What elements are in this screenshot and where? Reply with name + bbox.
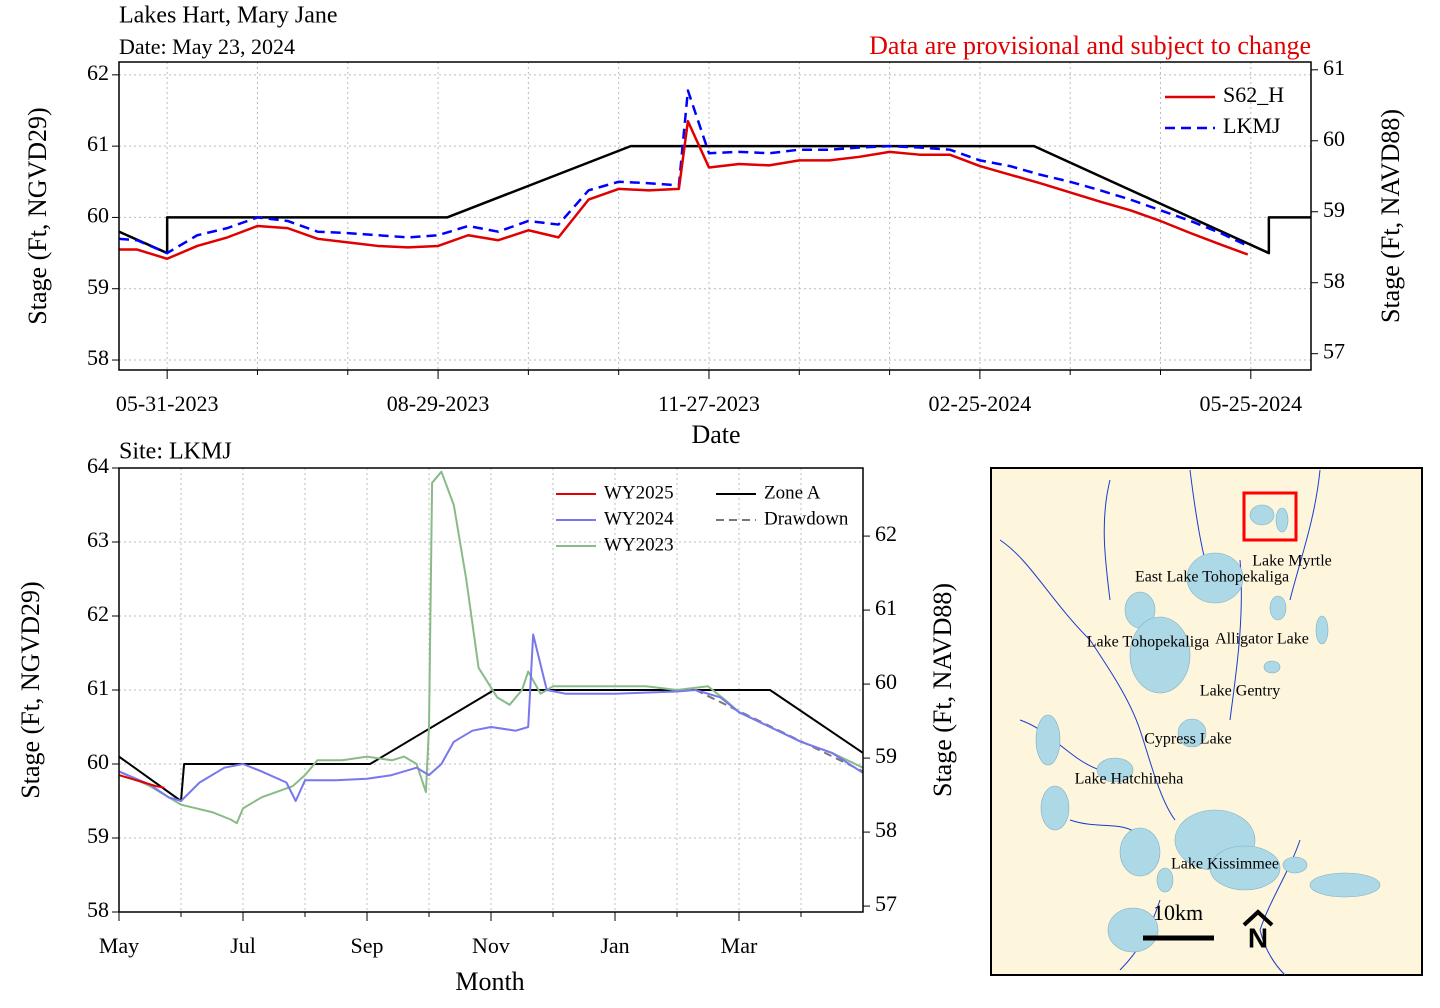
chart: 58 59 60 61 62 63 64 57 58 59 60 61 62 May Jul Sep Nov Ja… bbox=[16, 439, 957, 996]
legend-label: WY2024 bbox=[604, 508, 674, 529]
ylabel-text: Stage (Ft, NGVD29) bbox=[23, 107, 52, 324]
y2-tick-label: 61 bbox=[875, 595, 897, 620]
scale-label: 10km bbox=[1153, 900, 1203, 925]
y-tick-label: 60 bbox=[87, 202, 109, 227]
y-tick-label: 62 bbox=[87, 60, 109, 85]
north-arrow bbox=[1242, 909, 1274, 927]
legend-label: Zone A bbox=[764, 482, 821, 503]
y2label-text: Stage (Ft, NAVD88) bbox=[928, 583, 957, 797]
series-group bbox=[119, 470, 863, 825]
x-tick-label: Mar bbox=[721, 933, 758, 958]
y2-tick-label: 57 bbox=[875, 891, 897, 916]
lake bbox=[1096, 757, 1134, 783]
legend-label: WY2025 bbox=[604, 482, 674, 503]
x-tick-label: May bbox=[99, 933, 139, 958]
series-line bbox=[119, 119, 1249, 261]
annotation-text: Data are provisional and subject to chan… bbox=[869, 31, 1311, 60]
lake bbox=[1309, 872, 1381, 898]
y2-tick-label: 62 bbox=[875, 521, 897, 546]
map: Lake Myrtle East Lake Tohopekaliga Allig… bbox=[990, 467, 1423, 976]
lake bbox=[1209, 845, 1281, 891]
y2-tick-label: 61 bbox=[1323, 55, 1345, 80]
lake bbox=[1249, 504, 1275, 526]
map-label: Lake Hatchineha bbox=[1075, 771, 1184, 788]
y-tick-label: 61 bbox=[87, 131, 109, 156]
chart: 58 59 60 61 62 57 58 59 60 61 05-31-2023 08-29-2023… bbox=[23, 3, 1405, 449]
y-tick-label: 62 bbox=[87, 601, 109, 626]
y-tick-label: 64 bbox=[87, 453, 109, 478]
lakes bbox=[1035, 504, 1381, 953]
x-tick-label: Sep bbox=[351, 933, 384, 958]
y2-tick-label: 59 bbox=[1323, 197, 1345, 222]
north-label: N bbox=[1248, 922, 1268, 953]
y2-tick-label: 58 bbox=[1323, 268, 1345, 293]
y2-tick-label: 57 bbox=[1323, 339, 1345, 364]
y-tick-label: 63 bbox=[87, 527, 109, 552]
series-line bbox=[119, 144, 1311, 255]
lake bbox=[1177, 718, 1207, 748]
map-label: Lake Gentry bbox=[1200, 683, 1280, 700]
y2-tick-label: 60 bbox=[1323, 126, 1345, 151]
legend-label: LKMJ bbox=[1223, 113, 1281, 138]
plot-frame bbox=[118, 467, 864, 913]
series-line bbox=[119, 633, 863, 802]
y2-tick-label: 59 bbox=[875, 743, 897, 768]
legend-label: WY2023 bbox=[604, 534, 674, 555]
series-line bbox=[119, 774, 165, 789]
x-tick-label: 02-25-2024 bbox=[929, 391, 1032, 416]
lake bbox=[1186, 552, 1244, 604]
lake bbox=[1119, 827, 1161, 877]
legend-label: S62_H bbox=[1223, 82, 1284, 107]
lake bbox=[1156, 867, 1174, 893]
x-tick-label: Nov bbox=[472, 933, 510, 958]
map-label: Lake Myrtle bbox=[1252, 553, 1332, 570]
lake bbox=[1275, 507, 1289, 533]
highlight-box bbox=[1242, 491, 1298, 542]
lake bbox=[1263, 660, 1281, 674]
y2-tick-label: 58 bbox=[875, 817, 897, 842]
lake bbox=[1315, 615, 1329, 645]
title-text: Lakes Hart, Mary Jane bbox=[119, 3, 338, 29]
ylabel-text: Stage (Ft, NGVD29) bbox=[16, 581, 45, 798]
y-tick-label: 58 bbox=[87, 897, 109, 922]
map-label: Lake Tohopekaliga bbox=[1087, 634, 1210, 651]
y-tick-label: 61 bbox=[87, 675, 109, 700]
lake bbox=[1269, 595, 1287, 621]
river bbox=[999, 539, 1176, 821]
subtitle-text: Date: May 23, 2024 bbox=[119, 34, 295, 59]
y-tick-label: 58 bbox=[87, 345, 109, 370]
x-tick-label: 05-25-2024 bbox=[1199, 391, 1302, 416]
y2-tick-label: 60 bbox=[875, 669, 897, 694]
y2label-text: Stage (Ft, NAVD88) bbox=[1376, 109, 1405, 323]
lake bbox=[1129, 616, 1191, 694]
lake bbox=[1040, 785, 1070, 831]
map-label: Lake Kissimmee bbox=[1171, 856, 1279, 873]
plot-frame bbox=[118, 61, 1312, 371]
lake bbox=[1107, 907, 1159, 953]
x-tick-label: 05-31-2023 bbox=[116, 391, 219, 416]
lake bbox=[1035, 714, 1061, 766]
lake bbox=[1282, 856, 1308, 874]
river bbox=[1103, 469, 1206, 601]
x-tick-label: Jul bbox=[230, 933, 256, 958]
legend-label: Drawdown bbox=[764, 508, 849, 529]
x-tick-label: 08-29-2023 bbox=[387, 391, 490, 416]
x-tick-label: Jan bbox=[600, 933, 629, 958]
series-group bbox=[119, 89, 1311, 261]
series-line bbox=[119, 470, 863, 825]
xlabel-text: Date bbox=[691, 420, 740, 449]
title-text: Site: LKMJ bbox=[119, 439, 232, 465]
x-tick-label: 11-27-2023 bbox=[658, 391, 760, 416]
map-label: Alligator Lake bbox=[1215, 631, 1309, 648]
series-line bbox=[119, 89, 1249, 255]
y-tick-label: 59 bbox=[87, 823, 109, 848]
y-tick-label: 59 bbox=[87, 274, 109, 299]
map-label: Cypress Lake bbox=[1144, 731, 1232, 748]
y-tick-label: 60 bbox=[87, 749, 109, 774]
xlabel-text: Month bbox=[455, 967, 524, 996]
map-label: East Lake Tohopekaliga bbox=[1135, 569, 1289, 586]
